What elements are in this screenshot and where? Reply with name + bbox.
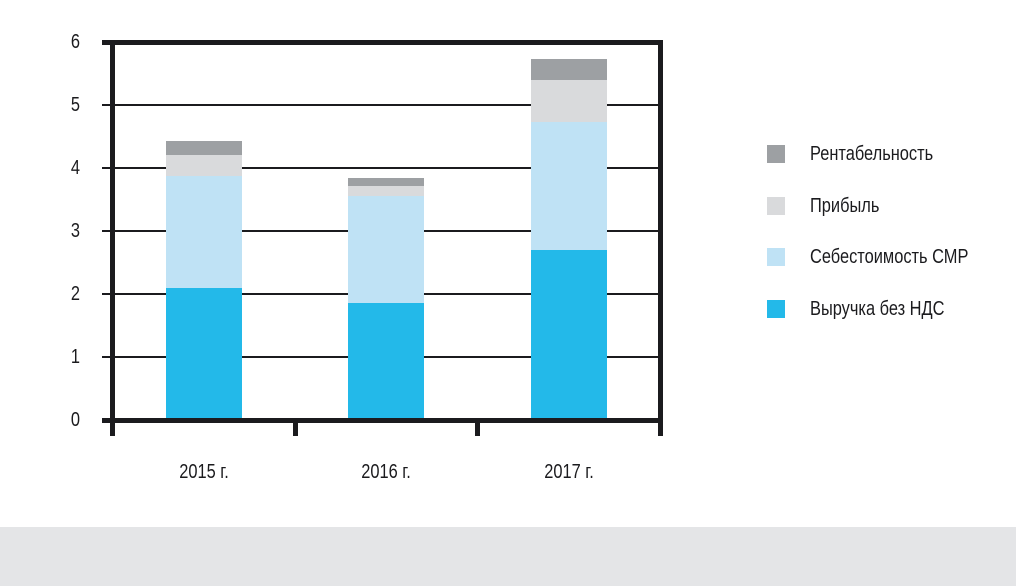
y-axis-tick-label: 0 (70, 409, 80, 431)
y-axis-tick-label: 4 (70, 157, 80, 179)
bar-segment-Себестоимость СМР (348, 196, 425, 304)
x-axis-category-label: 2015 г. (178, 461, 229, 483)
y-axis-tick-label: 3 (70, 220, 80, 242)
x-axis-category-label: 2016 г. (361, 461, 412, 483)
gridline (102, 167, 658, 169)
caption-band: Рис. 2. Динамика финансовых показателей (0, 527, 1016, 586)
bar-segment-Себестоимость СМР (530, 122, 607, 250)
bar-segment-Прибыль (530, 79, 607, 122)
x-axis-category-label: 2017 г. (543, 461, 594, 483)
legend-swatch (767, 196, 785, 215)
y-axis-tick-label: 6 (70, 31, 80, 53)
legend-label: Выручка без НДС (810, 297, 945, 320)
bar-segment-Прибыль (165, 155, 242, 177)
y-axis-tick-label: 1 (70, 346, 80, 368)
bar-segment-Прибыль (348, 186, 425, 197)
plot-top-border (102, 40, 663, 45)
x-axis-tick (475, 423, 480, 436)
y-axis-line (110, 40, 115, 436)
bar-segment-Выручка без НДС (165, 287, 242, 420)
legend-label: Себестоимость СМР (810, 246, 969, 268)
bar-segment-Себестоимость СМР (165, 176, 242, 288)
legend-swatch (767, 299, 785, 318)
gridline (102, 104, 658, 106)
y-axis-tick-label: 5 (70, 94, 80, 116)
bar-segment-Рентабельность (165, 140, 242, 156)
legend-swatch (767, 248, 785, 266)
legend-label: Рентабельность (810, 143, 934, 165)
bar-segment-Рентабельность (530, 59, 607, 80)
bar-segment-Рентабельность (348, 178, 425, 187)
legend-label: Прибыль (810, 194, 880, 217)
x-axis-tick (292, 423, 298, 436)
x-axis-line (102, 418, 663, 423)
y-axis-tick-label: 2 (70, 283, 80, 305)
plot-right-border (658, 40, 663, 436)
legend-swatch (767, 145, 785, 163)
bar-segment-Выручка без НДС (348, 303, 425, 420)
bar-segment-Выручка без НДС (530, 249, 607, 420)
